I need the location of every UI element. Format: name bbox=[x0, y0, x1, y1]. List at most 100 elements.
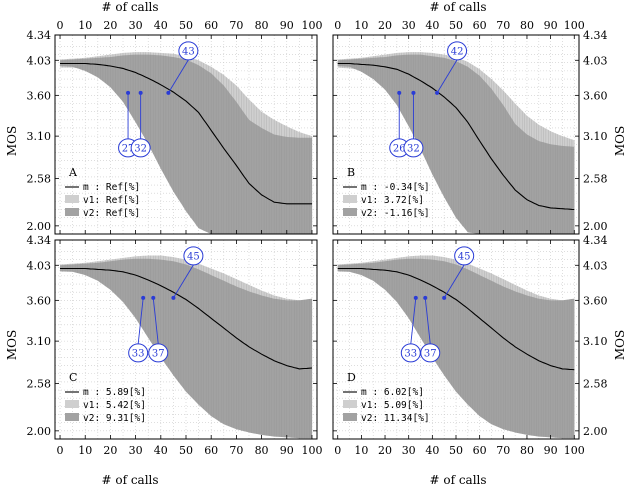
y-tick-label: 4.34 bbox=[27, 29, 52, 42]
y-tick-label: 4.03 bbox=[583, 54, 608, 67]
mean-line bbox=[60, 267, 313, 370]
annotation-label: 26 bbox=[393, 143, 406, 154]
annotation-leader bbox=[152, 297, 159, 344]
x-tick-label: 20 bbox=[103, 444, 117, 457]
y-tick-label: 2.58 bbox=[27, 173, 52, 186]
legend-text: m : 5.89[%] bbox=[83, 387, 146, 398]
annotation-label: 43 bbox=[182, 46, 195, 57]
x-tick-label: 70 bbox=[229, 444, 243, 457]
legend-swatch-v2 bbox=[65, 413, 79, 421]
legend-text: v1: 5.09[%] bbox=[361, 400, 424, 411]
annotation-leader bbox=[167, 59, 189, 94]
legend-swatch-v1 bbox=[65, 195, 79, 203]
annotation-label: 45 bbox=[187, 251, 200, 262]
x-axis-title-top: # of calls bbox=[101, 0, 158, 14]
x-tick-label: 30 bbox=[129, 444, 143, 457]
annotation-point bbox=[126, 90, 131, 95]
annotation-label: 45 bbox=[458, 251, 471, 262]
legend-text: v2: 11.34[%] bbox=[361, 413, 430, 424]
x-tick-label: 80 bbox=[255, 19, 269, 32]
x-tick-label: 50 bbox=[179, 444, 193, 457]
x-tick-label: 10 bbox=[78, 444, 92, 457]
annotation-bubble bbox=[148, 343, 169, 363]
annotation-leader bbox=[410, 297, 417, 344]
legend-swatch-v1 bbox=[65, 400, 79, 408]
y-tick-label: 4.03 bbox=[27, 259, 52, 272]
legend-swatch-v2 bbox=[65, 208, 79, 216]
annotation-label: 42 bbox=[451, 46, 464, 57]
x-tick-label: 40 bbox=[425, 444, 439, 457]
y-tick-label: 2.58 bbox=[583, 173, 608, 186]
annotation-bubble bbox=[130, 138, 151, 158]
annotation-point bbox=[411, 90, 416, 95]
annotation-bubble bbox=[447, 41, 468, 61]
x-tick-label: 20 bbox=[378, 444, 392, 457]
x-tick-label: 90 bbox=[544, 444, 558, 457]
annotation-bubble bbox=[178, 41, 199, 61]
legend-swatch-v1 bbox=[343, 400, 357, 408]
annotation-point bbox=[435, 90, 440, 95]
legend-text: v2: -1.16[%] bbox=[361, 208, 430, 219]
mean-line bbox=[337, 62, 575, 211]
panel-d: 0 10 20 30 40 50 60 70 80 90 100 2.00 2.58 3.10 3.60 4.… bbox=[332, 234, 608, 457]
y-tick-label: 4.34 bbox=[583, 29, 608, 42]
x-tick-label: 70 bbox=[496, 19, 510, 32]
mean-line bbox=[60, 62, 312, 205]
annotation-label: 37 bbox=[424, 348, 437, 359]
annotation-point bbox=[138, 90, 143, 95]
annotation-point bbox=[413, 295, 418, 300]
x-tick-label: 0 bbox=[57, 444, 64, 457]
legend-swatch-v1 bbox=[343, 195, 357, 203]
y-tick-label: 3.60 bbox=[27, 294, 52, 307]
x-tick-label: 40 bbox=[425, 19, 439, 32]
y-tick-label: 4.03 bbox=[27, 54, 52, 67]
x-tick-label: 20 bbox=[378, 19, 392, 32]
annotation-point bbox=[423, 295, 428, 300]
x-tick-label: 30 bbox=[402, 444, 416, 457]
x-tick-label: 10 bbox=[354, 444, 368, 457]
annotation-point bbox=[141, 295, 146, 300]
annotation-point bbox=[151, 295, 156, 300]
x-tick-label: 60 bbox=[204, 19, 218, 32]
annotation-label: 32 bbox=[134, 143, 147, 154]
panel-label: C bbox=[69, 371, 77, 384]
annotation-bubble bbox=[454, 246, 475, 266]
y-axis-title-right: MOS bbox=[613, 330, 627, 360]
annotation-label: 33 bbox=[132, 348, 145, 359]
annotation-bubble bbox=[128, 343, 149, 363]
panel-label: A bbox=[68, 166, 78, 179]
panel-c: 0 10 20 30 40 50 60 70 80 90 100 2.00 2.58 3.10 3.60 4.… bbox=[27, 234, 323, 457]
x-tick-label: 90 bbox=[280, 444, 294, 457]
legend-text: v1: 3.72[%] bbox=[361, 195, 424, 206]
legend-text: v2: 9.31[%] bbox=[83, 413, 146, 424]
y-tick-label: 2.58 bbox=[583, 378, 608, 391]
y-tick-label: 2.00 bbox=[27, 425, 52, 438]
x-tick-label: 0 bbox=[57, 19, 64, 32]
x-tick-label: 90 bbox=[280, 19, 294, 32]
x-tick-label: 100 bbox=[301, 19, 322, 32]
x-tick-label: 80 bbox=[520, 19, 534, 32]
y-axis-title-right: MOS bbox=[613, 126, 627, 156]
legend-text: m : Ref[%] bbox=[83, 182, 140, 193]
x-axis-title-bottom: # of calls bbox=[101, 473, 158, 487]
panel-label: D bbox=[347, 371, 356, 384]
annotation-point bbox=[171, 295, 176, 300]
y-tick-label: 4.03 bbox=[583, 259, 608, 272]
annotation-bubble bbox=[183, 246, 204, 266]
annotation-leader bbox=[137, 297, 144, 344]
annotation-point bbox=[166, 90, 171, 95]
y-tick-label: 3.60 bbox=[583, 294, 608, 307]
legend-text: v2: Ref[%] bbox=[83, 208, 140, 219]
x-tick-label: 50 bbox=[449, 19, 463, 32]
x-tick-label: 0 bbox=[334, 444, 341, 457]
y-tick-label: 4.34 bbox=[583, 234, 608, 247]
x-tick-label: 30 bbox=[129, 19, 143, 32]
annotation-leader bbox=[436, 59, 458, 94]
x-tick-label: 70 bbox=[229, 19, 243, 32]
legend-swatch-v2 bbox=[343, 208, 357, 216]
annotation-point bbox=[442, 295, 447, 300]
annotation-leader bbox=[424, 297, 431, 344]
x-tick-label: 20 bbox=[103, 19, 117, 32]
annotation-leader bbox=[443, 264, 465, 299]
